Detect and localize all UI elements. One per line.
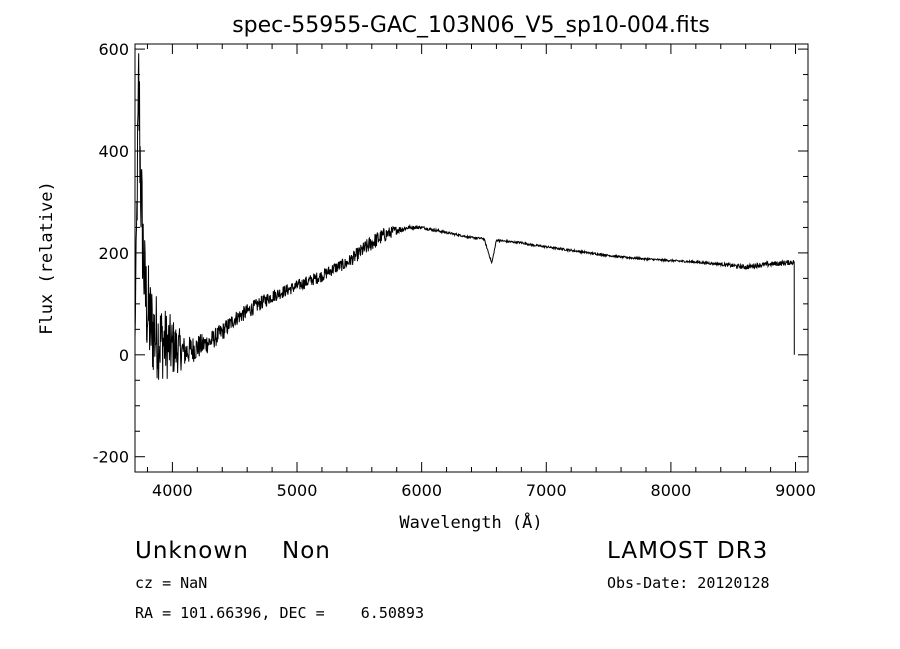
x-tick-label: 4000 — [152, 481, 193, 500]
y-axis-ticks: -200 0 200 400 600 — [93, 40, 808, 467]
y-axis-label: Flux (relative) — [37, 181, 57, 335]
survey-label: LAMOST DR3 — [607, 538, 769, 564]
y-tick-label: 600 — [98, 40, 129, 59]
y-tick-label: 400 — [98, 142, 129, 161]
coordinates-label: RA = 101.66396, DEC = 6.50893 — [135, 604, 424, 622]
object-class-label: Unknown Non — [135, 538, 331, 564]
spectrum-line — [134, 53, 795, 380]
y-tick-label: -200 — [93, 448, 129, 467]
x-tick-label: 5000 — [277, 481, 318, 500]
x-tick-label: 7000 — [526, 481, 567, 500]
redshift-label: cz = NaN — [135, 574, 208, 592]
plot-frame — [134, 43, 809, 473]
obs-date-label: Obs-Date: 20120128 — [607, 574, 770, 592]
x-axis-label: Wavelength (Å) — [399, 511, 542, 533]
x-tick-label: 6000 — [401, 481, 442, 500]
chart-title: spec-55955-GAC_103N06_V5_sp10-004.fits — [232, 13, 710, 38]
x-axis-ticks: 4000 5000 6000 7000 8000 9000 — [146, 44, 816, 500]
x-tick-label: 8000 — [651, 481, 692, 500]
y-tick-label: 200 — [98, 244, 129, 263]
series-layer — [134, 53, 795, 380]
x-tick-label: 9000 — [775, 481, 816, 500]
y-tick-label: 0 — [119, 346, 129, 365]
